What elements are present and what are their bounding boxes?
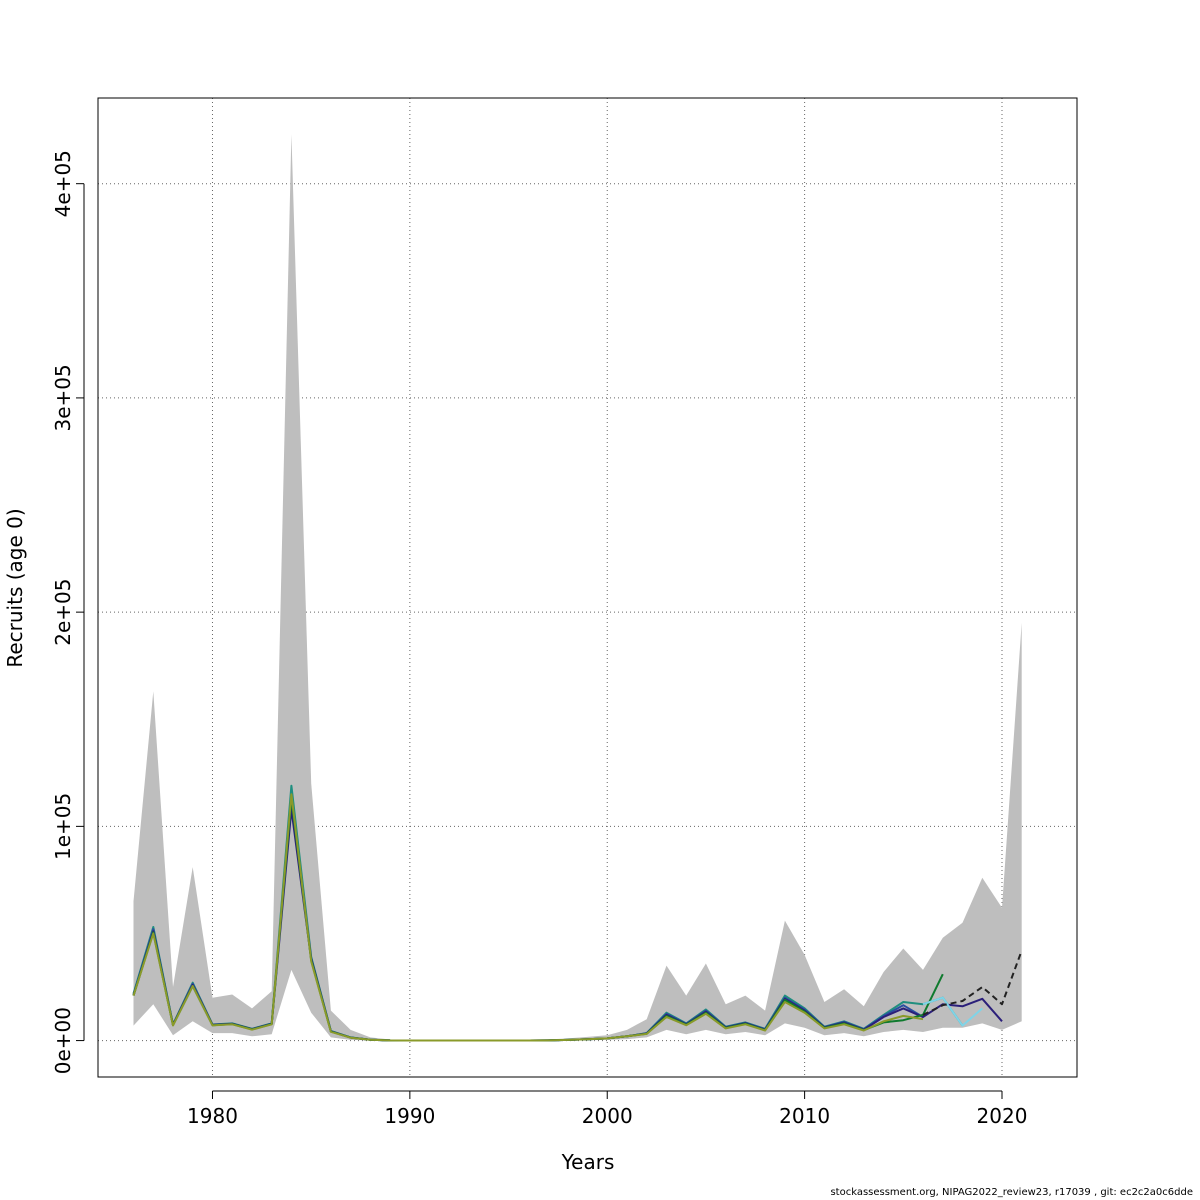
confidence-band-layer [133,134,1022,1041]
series-line-5 [132,793,924,1042]
series-line-6 [922,996,983,1027]
x-tick-label: 1990 [384,1104,435,1128]
y-tick-label: 2e+05 [51,578,75,645]
y-axis-title: Recruits (age 0) [3,508,27,667]
y-tick-label: 3e+05 [51,364,75,431]
confidence-band [133,134,1022,1041]
series-line-7 [922,950,1023,1016]
grid-layer [98,98,1077,1077]
y-tick-label: 0e+00 [51,1007,75,1074]
y-tick-label: 4e+05 [51,150,75,217]
plot-frame [97,97,1078,1078]
x-tick-label: 1980 [187,1104,238,1128]
axis-layer: 1980 1990 2000 2010 2020 0e+00 1e+05 2e+05 3e+05… [51,150,1027,1128]
x-tick-label: 2020 [977,1104,1028,1128]
x-tick-label: 2010 [779,1104,830,1128]
series-layer [132,784,1023,1042]
x-axis-title: Years [561,1150,615,1174]
footer-text: stockassessment.org, NIPAG2022_review23,… [830,1187,1193,1198]
x-tick-label: 2000 [582,1104,633,1128]
y-tick-label: 1e+05 [51,793,75,860]
